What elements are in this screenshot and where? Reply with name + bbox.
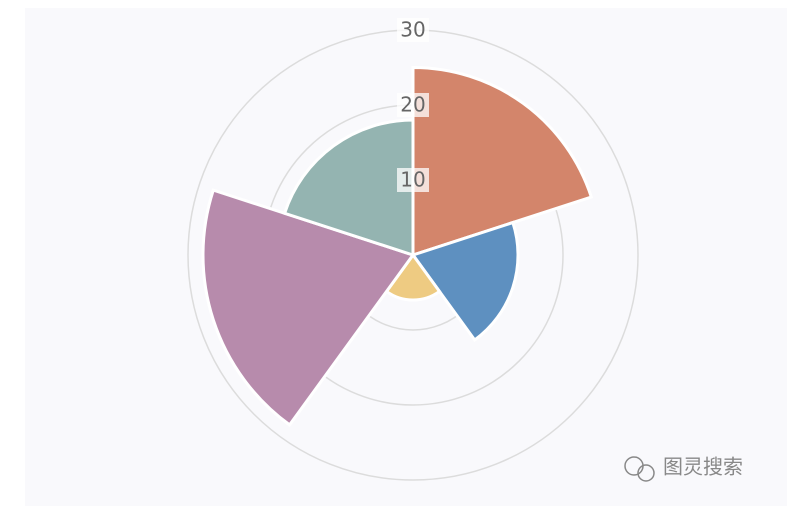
segment: [411, 65, 594, 258]
segment: [282, 118, 415, 258]
tick-label-box: [397, 93, 429, 117]
tick-label-box: [397, 168, 429, 192]
segments: [201, 65, 594, 427]
r-tick-label: 30: [400, 18, 425, 42]
wechat-icon: [637, 464, 655, 482]
segment: [410, 220, 520, 343]
r-tick-label: 20: [400, 93, 425, 117]
segment: [201, 188, 416, 427]
r-tick-label: 10: [400, 168, 425, 192]
tick-labels: 10 20 30: [397, 18, 429, 192]
segment: [384, 252, 442, 302]
watermark: 图灵搜索: [624, 455, 743, 482]
watermark-text: 图灵搜索: [663, 455, 743, 479]
tick-label-box: [397, 18, 429, 42]
